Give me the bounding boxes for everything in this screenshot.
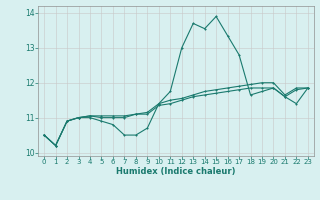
X-axis label: Humidex (Indice chaleur): Humidex (Indice chaleur) (116, 167, 236, 176)
